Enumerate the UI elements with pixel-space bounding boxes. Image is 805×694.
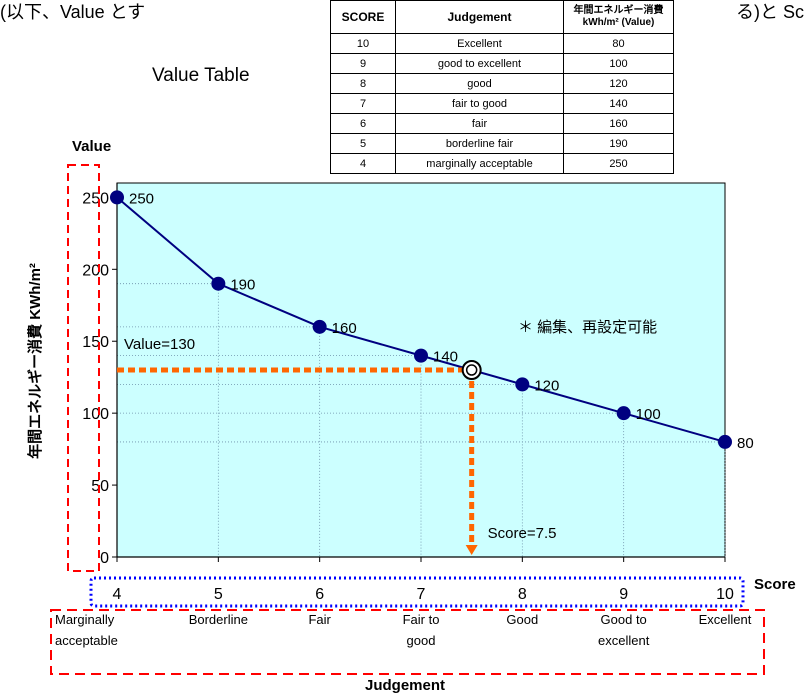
header-value: 年間エネルギー消費 kWh/m² (Value) [563, 0, 674, 34]
data-label: 100 [636, 406, 661, 423]
cell-judgement: Excellent [395, 33, 564, 54]
score-highlight-box [89, 576, 745, 608]
judgement-highlight-box [50, 609, 765, 675]
table-row: 6 fair 160 [330, 113, 674, 134]
value-table: SCORE Judgement 年間エネルギー消費 kWh/m² (Value)… [330, 0, 674, 174]
data-point [312, 319, 327, 334]
value-table-title: Value Table [152, 65, 250, 86]
y-tick-label: 50 [91, 478, 109, 495]
x-tick-label: 4 [113, 586, 122, 603]
cell-judgement: borderline fair [395, 133, 564, 154]
data-point [414, 348, 428, 363]
data-point [110, 190, 124, 205]
x-tick-label: 10 [716, 586, 734, 603]
y-tick-label: 200 [82, 262, 109, 279]
score-annotation: Score=7.5 [488, 525, 557, 542]
y-tick-label: 0 [100, 550, 109, 567]
judgement-label: Borderline [189, 612, 248, 627]
data-point [211, 276, 226, 291]
cell-judgement: fair to good [395, 93, 564, 114]
data-label: 190 [230, 277, 255, 294]
cell-value: 190 [563, 133, 674, 154]
judgement-label: Marginally [55, 612, 115, 627]
plot-area: 0 50 100 150 200 250 4 5 6 7 8 9 10 250 190 160 140 120 10… [82, 182, 754, 603]
cell-score: 6 [330, 113, 396, 134]
x-tick-label: 6 [315, 586, 324, 603]
table-row: 9 good to excellent 100 [330, 53, 674, 74]
judgement-label: Fair [308, 612, 331, 627]
header-value-line1: 年間エネルギー消費 [573, 5, 664, 16]
cell-score: 10 [330, 33, 396, 54]
table-row: 10 Excellent 80 [330, 33, 674, 54]
cell-score: 5 [330, 133, 396, 154]
chart-overlays: Value=130 Score=7.5 ＊ 編集、再設定可能 年間エネルギー消費 KW… [26, 164, 796, 694]
edit-note: ＊ 編集、再設定可能 [518, 319, 657, 336]
header-value-line2: kWh/m² (Value) [582, 17, 655, 28]
header-text-right: る)と Sc [736, 2, 805, 22]
table-row: 7 fair to good 140 [330, 93, 674, 114]
cell-score: 4 [330, 153, 396, 174]
cell-value: 250 [563, 153, 674, 174]
judgement-axis-title: Judgement [365, 677, 445, 694]
cell-judgement: marginally acceptable [395, 153, 564, 174]
judgement-label: Fair to [403, 612, 440, 627]
table-row: 5 borderline fair 190 [330, 133, 674, 154]
y-axis-label: 年間エネルギー消費 KWh/m² [26, 263, 44, 459]
y-tick-label: 150 [82, 334, 109, 351]
judgement-label: Good [506, 612, 538, 627]
y-axis-title: Value [72, 138, 112, 155]
judgement-label: Excellent [699, 612, 752, 627]
header-text-left: (以下、Value とす [0, 2, 146, 22]
value-annotation: Value=130 [124, 336, 195, 353]
y-tick-label: 100 [82, 406, 109, 423]
cell-judgement: good to excellent [395, 53, 564, 74]
y-label-highlight-box [67, 164, 100, 572]
cell-judgement: good [395, 73, 564, 94]
x-tick-label: 9 [619, 586, 628, 603]
header-score: SCORE [330, 0, 396, 34]
data-label: 160 [332, 320, 357, 337]
x-tick-label: 8 [518, 586, 527, 603]
judgement-label: good [407, 633, 436, 648]
cell-score: 9 [330, 53, 396, 74]
header-judgement: Judgement [395, 0, 564, 34]
judgement-label: excellent [598, 633, 650, 648]
cell-value: 100 [563, 53, 674, 74]
cell-score: 8 [330, 73, 396, 94]
data-point [616, 406, 631, 421]
y-tick-label: 250 [82, 190, 109, 207]
data-point [718, 434, 732, 449]
cell-value: 120 [563, 73, 674, 94]
cell-value: 140 [563, 93, 674, 114]
cell-judgement: fair [395, 113, 564, 134]
value-table-body: 10 Excellent 80 9 good to excellent 100 8 good 1… [330, 33, 674, 174]
value-table-header-row: SCORE Judgement 年間エネルギー消費 kWh/m² (Value) [330, 0, 674, 34]
data-label: 80 [737, 435, 754, 452]
cell-value: 160 [563, 113, 674, 134]
judgement-label: Good to [601, 612, 647, 627]
cell-value: 80 [563, 33, 674, 54]
cell-score: 7 [330, 93, 396, 114]
score-guide-arrow [465, 545, 478, 555]
table-row: 8 good 120 [330, 73, 674, 94]
data-label: 250 [129, 190, 154, 207]
x-axis-title: Score [754, 576, 796, 593]
x-tick-label: 5 [214, 586, 223, 603]
data-point [515, 377, 530, 392]
data-label: 120 [534, 377, 559, 394]
table-row: 4 marginally acceptable 250 [330, 153, 674, 174]
judgement-label: acceptable [55, 633, 118, 648]
highlight-point-inner [465, 364, 478, 376]
x-tick-label: 7 [417, 586, 426, 603]
data-label: 140 [433, 349, 458, 366]
